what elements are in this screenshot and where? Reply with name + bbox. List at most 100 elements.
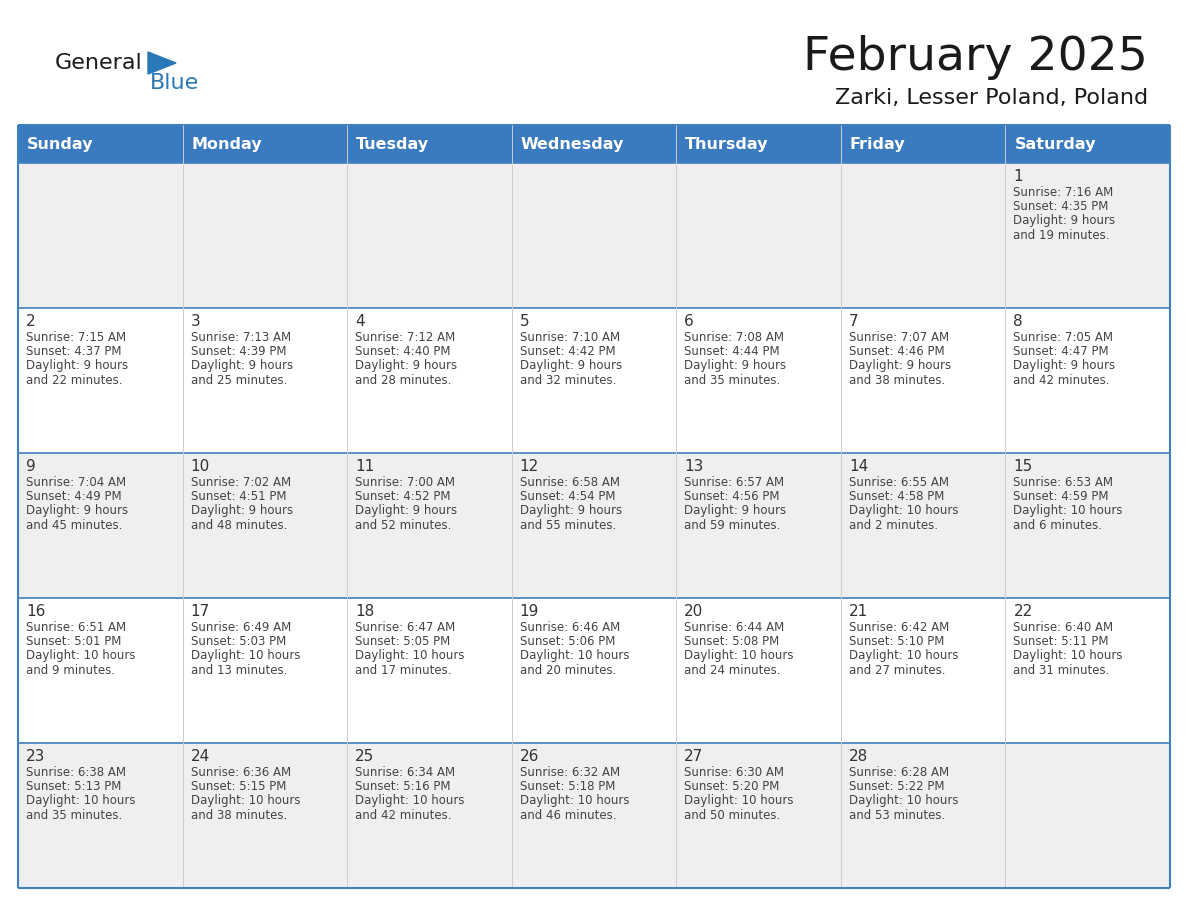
Text: Sunset: 5:15 PM: Sunset: 5:15 PM <box>190 780 286 793</box>
Bar <box>347 125 512 163</box>
Text: Sunset: 4:39 PM: Sunset: 4:39 PM <box>190 345 286 358</box>
Text: 9: 9 <box>26 459 36 474</box>
Text: Daylight: 9 hours: Daylight: 9 hours <box>190 360 292 373</box>
Bar <box>1005 743 1170 888</box>
Text: February 2025: February 2025 <box>803 36 1148 81</box>
Text: and 59 minutes.: and 59 minutes. <box>684 519 781 532</box>
Text: Sunset: 4:35 PM: Sunset: 4:35 PM <box>1013 200 1108 213</box>
Text: Wednesday: Wednesday <box>520 137 624 151</box>
Text: Sunrise: 6:58 AM: Sunrise: 6:58 AM <box>519 476 620 489</box>
Text: Tuesday: Tuesday <box>356 137 429 151</box>
Text: Sunrise: 7:16 AM: Sunrise: 7:16 AM <box>1013 186 1113 199</box>
Text: Daylight: 10 hours: Daylight: 10 hours <box>1013 504 1123 518</box>
Bar <box>676 598 841 743</box>
Bar <box>1005 163 1170 308</box>
Text: 26: 26 <box>519 749 539 764</box>
Bar <box>841 453 1005 598</box>
Text: and 38 minutes.: and 38 minutes. <box>190 809 286 822</box>
Text: Daylight: 10 hours: Daylight: 10 hours <box>849 794 959 808</box>
Text: 21: 21 <box>849 604 868 619</box>
Text: Thursday: Thursday <box>685 137 769 151</box>
Text: 10: 10 <box>190 459 210 474</box>
Text: 3: 3 <box>190 314 201 329</box>
Text: and 35 minutes.: and 35 minutes. <box>684 374 781 386</box>
Text: Daylight: 9 hours: Daylight: 9 hours <box>849 360 950 373</box>
Text: Sunset: 5:20 PM: Sunset: 5:20 PM <box>684 780 779 793</box>
Text: General: General <box>55 53 143 73</box>
Text: Daylight: 9 hours: Daylight: 9 hours <box>355 504 457 518</box>
Text: and 20 minutes.: and 20 minutes. <box>519 664 617 677</box>
Text: Sunset: 5:13 PM: Sunset: 5:13 PM <box>26 780 121 793</box>
Text: Sunrise: 7:00 AM: Sunrise: 7:00 AM <box>355 476 455 489</box>
Text: Monday: Monday <box>191 137 263 151</box>
Text: Daylight: 10 hours: Daylight: 10 hours <box>519 794 630 808</box>
Bar <box>512 743 676 888</box>
Text: Sunrise: 6:40 AM: Sunrise: 6:40 AM <box>1013 621 1113 634</box>
Text: Sunrise: 6:34 AM: Sunrise: 6:34 AM <box>355 766 455 779</box>
Text: 8: 8 <box>1013 314 1023 329</box>
Text: and 42 minutes.: and 42 minutes. <box>355 809 451 822</box>
Text: Blue: Blue <box>150 73 200 93</box>
Bar <box>512 163 676 308</box>
Text: Sunset: 4:47 PM: Sunset: 4:47 PM <box>1013 345 1110 358</box>
Text: and 28 minutes.: and 28 minutes. <box>355 374 451 386</box>
Text: Sunset: 5:18 PM: Sunset: 5:18 PM <box>519 780 615 793</box>
Text: Sunrise: 6:30 AM: Sunrise: 6:30 AM <box>684 766 784 779</box>
Text: Daylight: 10 hours: Daylight: 10 hours <box>26 794 135 808</box>
Bar <box>18 163 183 308</box>
Text: Sunset: 5:22 PM: Sunset: 5:22 PM <box>849 780 944 793</box>
Bar <box>18 453 183 598</box>
Bar <box>512 453 676 598</box>
Text: Sunset: 4:46 PM: Sunset: 4:46 PM <box>849 345 944 358</box>
Bar <box>1005 598 1170 743</box>
Bar <box>841 598 1005 743</box>
Text: Daylight: 10 hours: Daylight: 10 hours <box>849 504 959 518</box>
Bar <box>347 743 512 888</box>
Bar <box>676 125 841 163</box>
Text: Sunrise: 6:32 AM: Sunrise: 6:32 AM <box>519 766 620 779</box>
Bar <box>183 743 347 888</box>
Bar <box>183 453 347 598</box>
Text: 5: 5 <box>519 314 530 329</box>
Bar <box>512 598 676 743</box>
Text: Daylight: 10 hours: Daylight: 10 hours <box>26 649 135 663</box>
Text: Sunset: 5:03 PM: Sunset: 5:03 PM <box>190 635 286 648</box>
Text: 13: 13 <box>684 459 703 474</box>
Text: 22: 22 <box>1013 604 1032 619</box>
Text: Sunset: 4:58 PM: Sunset: 4:58 PM <box>849 490 944 503</box>
Text: and 17 minutes.: and 17 minutes. <box>355 664 451 677</box>
Text: Sunday: Sunday <box>27 137 94 151</box>
Text: Daylight: 9 hours: Daylight: 9 hours <box>190 504 292 518</box>
Text: and 42 minutes.: and 42 minutes. <box>1013 374 1110 386</box>
Text: 16: 16 <box>26 604 45 619</box>
Text: Sunrise: 6:47 AM: Sunrise: 6:47 AM <box>355 621 455 634</box>
Text: Zarki, Lesser Poland, Poland: Zarki, Lesser Poland, Poland <box>835 88 1148 108</box>
Text: and 27 minutes.: and 27 minutes. <box>849 664 946 677</box>
Text: Sunrise: 6:51 AM: Sunrise: 6:51 AM <box>26 621 126 634</box>
Text: and 19 minutes.: and 19 minutes. <box>1013 229 1110 241</box>
Text: Sunset: 4:49 PM: Sunset: 4:49 PM <box>26 490 121 503</box>
Bar <box>676 308 841 453</box>
Text: 7: 7 <box>849 314 859 329</box>
Text: and 52 minutes.: and 52 minutes. <box>355 519 451 532</box>
Text: Sunset: 5:08 PM: Sunset: 5:08 PM <box>684 635 779 648</box>
Text: 1: 1 <box>1013 169 1023 184</box>
Bar <box>841 743 1005 888</box>
Bar <box>512 308 676 453</box>
Text: Daylight: 10 hours: Daylight: 10 hours <box>190 649 301 663</box>
Text: Sunrise: 6:44 AM: Sunrise: 6:44 AM <box>684 621 784 634</box>
Text: Daylight: 9 hours: Daylight: 9 hours <box>1013 360 1116 373</box>
Text: Sunset: 4:59 PM: Sunset: 4:59 PM <box>1013 490 1108 503</box>
Text: and 6 minutes.: and 6 minutes. <box>1013 519 1102 532</box>
Text: Sunset: 4:54 PM: Sunset: 4:54 PM <box>519 490 615 503</box>
Text: 11: 11 <box>355 459 374 474</box>
Text: 6: 6 <box>684 314 694 329</box>
Text: Sunset: 5:01 PM: Sunset: 5:01 PM <box>26 635 121 648</box>
Text: Sunrise: 7:15 AM: Sunrise: 7:15 AM <box>26 331 126 344</box>
Text: and 48 minutes.: and 48 minutes. <box>190 519 287 532</box>
Text: Sunrise: 7:04 AM: Sunrise: 7:04 AM <box>26 476 126 489</box>
Bar <box>183 125 347 163</box>
Bar <box>347 163 512 308</box>
Text: Daylight: 9 hours: Daylight: 9 hours <box>684 360 786 373</box>
Text: Sunset: 5:06 PM: Sunset: 5:06 PM <box>519 635 615 648</box>
